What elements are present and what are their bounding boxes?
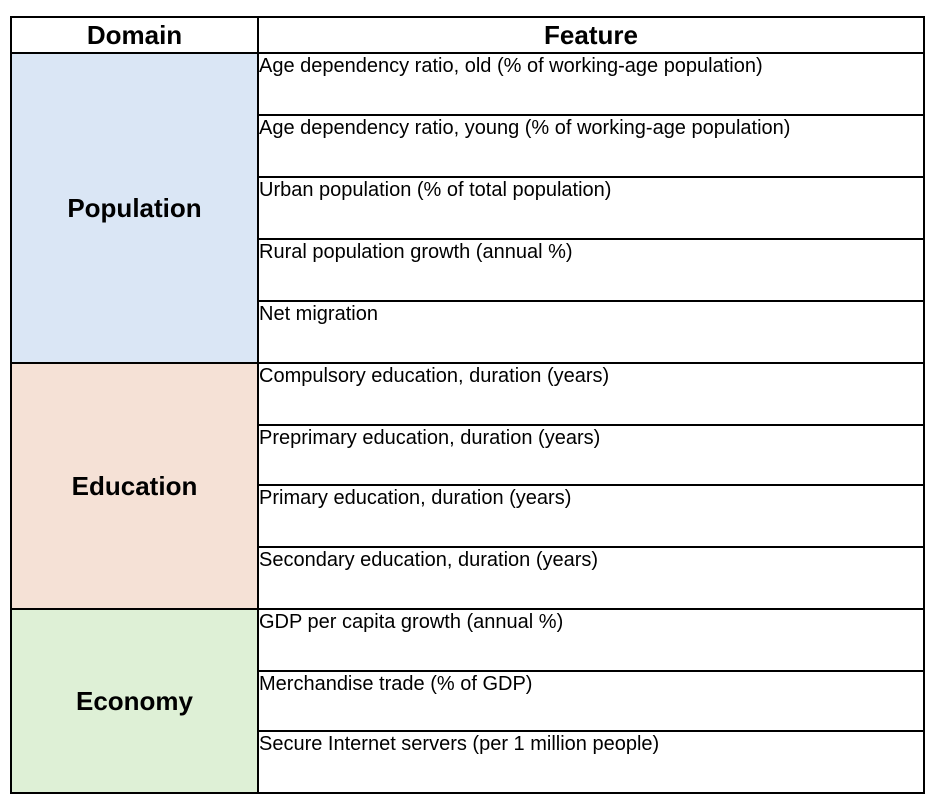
feature-cell: Primary education, duration (years) xyxy=(257,484,925,548)
domain-cell-economy: Economy xyxy=(10,608,259,794)
table-row: Age dependency ratio, young (% of workin… xyxy=(11,114,925,178)
domain-label: Economy xyxy=(75,685,194,716)
feature-cell: Net migration xyxy=(257,300,925,364)
feature-cell: Secure Internet servers (per 1 million p… xyxy=(257,730,925,794)
features-table: Domain Feature Population Age dependency… xyxy=(10,16,925,794)
table-row: Primary education, duration (years) xyxy=(11,484,925,548)
feature-column-header: Feature xyxy=(257,16,925,54)
table-row: Rural population growth (annual %) xyxy=(11,238,925,302)
table-row: Merchandise trade (% of GDP) xyxy=(11,670,925,732)
feature-cell: Rural population growth (annual %) xyxy=(257,238,925,302)
domain-label: Education xyxy=(71,470,198,501)
feature-cell: Age dependency ratio, young (% of workin… xyxy=(257,114,925,178)
domain-cell-education: Education xyxy=(10,362,259,610)
header-row: Domain Feature xyxy=(10,16,925,54)
domain-cell-population: Population xyxy=(10,52,259,364)
table-row: Secondary education, duration (years) xyxy=(11,546,925,610)
feature-cell: Urban population (% of total population) xyxy=(257,176,925,240)
domain-column-header: Domain xyxy=(10,16,259,54)
feature-cell: Compulsory education, duration (years) xyxy=(257,362,925,426)
table-row: Secure Internet servers (per 1 million p… xyxy=(11,730,925,794)
table-row: Population Age dependency ratio, old (% … xyxy=(10,52,925,364)
feature-cell: GDP per capita growth (annual %) xyxy=(257,608,925,672)
feature-cell: Preprimary education, duration (years) xyxy=(257,424,925,486)
table-row: Urban population (% of total population) xyxy=(11,176,925,240)
feature-cell: Merchandise trade (% of GDP) xyxy=(257,670,925,732)
table-row: Education Compulsory education, duration… xyxy=(10,362,925,610)
feature-cell: Age dependency ratio, old (% of working-… xyxy=(257,52,925,116)
table-row: Preprimary education, duration (years) xyxy=(11,424,925,486)
feature-cell: Secondary education, duration (years) xyxy=(257,546,925,610)
table-row: Economy GDP per capita growth (annual %) xyxy=(10,608,925,794)
table-row: Net migration xyxy=(11,300,925,364)
domain-label: Population xyxy=(67,192,202,223)
